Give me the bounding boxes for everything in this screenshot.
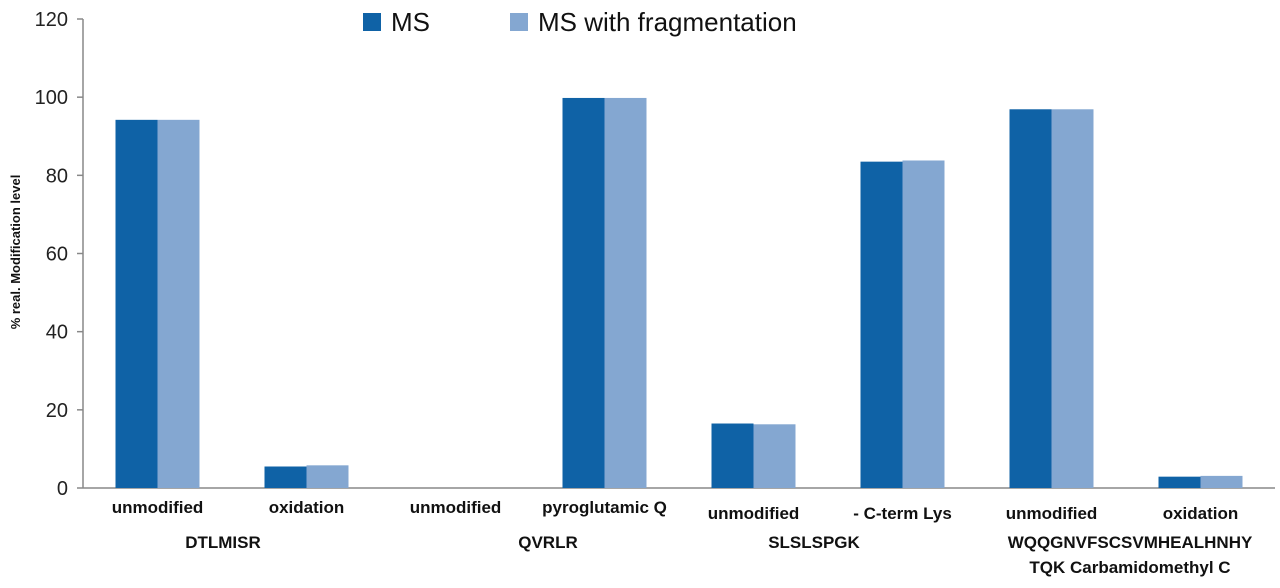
y-axis-label: % real. Modification level [8,175,23,330]
bar-ms-6 [1009,109,1052,488]
y-tick-label: 20 [46,400,68,422]
group-label: SLSLSPGK [768,533,860,552]
legend-swatch-ms-fragmentation [510,13,528,31]
bar-ms-1 [264,466,307,488]
bar-ms-fragmentation-0 [157,119,200,489]
bar-ms-3 [562,97,605,488]
legend-swatch-ms [363,13,381,31]
bar-ms-fragmentation-1 [306,465,349,488]
y-axis: 0 20 40 60 80 100 120 [35,9,84,500]
bar-ms-fragmentation-7 [1200,475,1243,488]
category-label: unmodified [708,504,800,523]
y-tick-label: 40 [46,322,68,344]
y-tick-label: 60 [46,244,68,266]
legend-label-ms-fragmentation: MS with fragmentation [538,7,797,37]
category-label: unmodified [1006,504,1098,523]
category-label: unmodified [112,498,204,517]
group-labels: DTLMISR QVRLR SLSLSPGK WQQGNVFSCSVMHEALHNHY… [185,533,1253,577]
bars [115,97,1243,489]
group-label: TQK Carbamidomethyl C [1029,558,1230,577]
legend-label-ms: MS [391,7,430,37]
bar-ms-fragmentation-4 [753,424,796,488]
legend: MS MS with fragmentation [363,7,797,37]
category-label: pyroglutamic Q [542,498,667,517]
group-label: DTLMISR [185,533,261,552]
category-label: oxidation [269,498,345,517]
group-label: WQQGNVFSCSVMHEALHNHY [1008,533,1253,552]
y-tick-label: 0 [57,478,68,500]
bar-ms-fragmentation-3 [604,97,647,488]
y-tick-label: 120 [35,9,68,31]
bar-ms-0 [115,119,158,489]
bar-ms-5 [860,161,903,488]
bar-ms-4 [711,423,754,488]
category-label: - C-term Lys [853,504,952,523]
y-tick-label: 80 [46,165,68,187]
category-label: unmodified [410,498,502,517]
y-tick-label: 100 [35,87,68,109]
category-label: oxidation [1163,504,1239,523]
category-labels: unmodified oxidation unmodified pyroglutami… [112,498,1239,523]
bar-ms-fragmentation-6 [1051,109,1094,488]
bar-ms-7 [1158,476,1201,488]
bar-ms-fragmentation-5 [902,160,945,488]
group-label: QVRLR [518,533,578,552]
